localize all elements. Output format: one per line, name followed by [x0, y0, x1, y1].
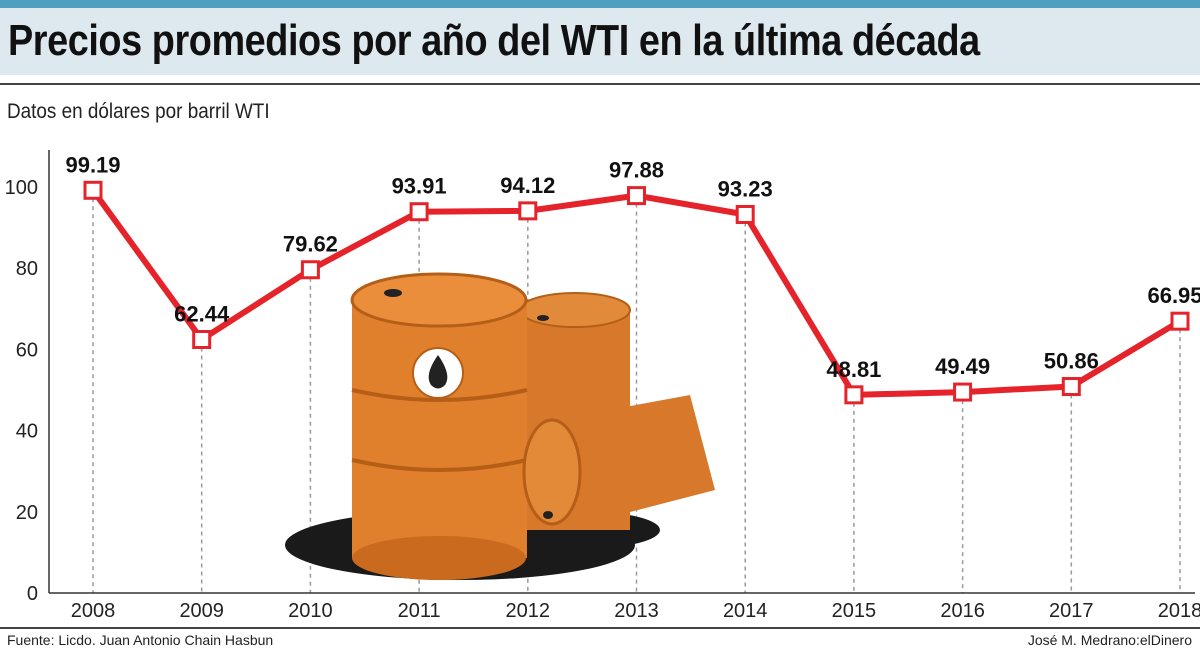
x-tick-label: 2018 — [1158, 600, 1200, 622]
x-tick-label: 2011 — [398, 600, 441, 622]
data-point — [1061, 377, 1081, 397]
y-tick-label: 100 — [5, 177, 38, 199]
data-label: 93.91 — [392, 174, 447, 199]
y-tick-label: 20 — [16, 502, 38, 524]
source-note: Fuente: Licdo. Juan Antonio Chain Hasbun — [7, 632, 274, 648]
data-label: 50.86 — [1044, 349, 1099, 374]
title-divider — [0, 83, 1200, 85]
x-tick-label: 2010 — [288, 600, 333, 622]
x-tick-label: 2015 — [832, 600, 877, 622]
data-label: 79.62 — [283, 232, 338, 257]
data-point — [518, 201, 538, 221]
y-tick-label: 60 — [16, 339, 38, 361]
y-tick-label: 40 — [16, 421, 38, 443]
x-tick-label: 2017 — [1049, 600, 1094, 622]
data-point — [1170, 311, 1190, 331]
data-point — [627, 186, 646, 206]
data-point — [844, 385, 864, 405]
chart-subtitle: Datos en dólares por barril WTI — [7, 100, 270, 123]
top-accent-bar — [0, 0, 1200, 8]
x-tick-label: 2016 — [940, 600, 985, 622]
data-label: 66.95 — [1147, 283, 1200, 308]
data-point — [953, 382, 973, 402]
x-tick-label: 2008 — [71, 600, 116, 622]
footer-divider — [0, 627, 1200, 629]
data-point — [409, 202, 429, 222]
y-tick-label: 80 — [16, 258, 38, 280]
data-label: 93.23 — [718, 176, 773, 201]
x-tick-label: 2014 — [723, 600, 768, 622]
data-label: 97.88 — [609, 158, 664, 183]
x-tick-label: 2013 — [614, 600, 659, 622]
data-point — [83, 180, 103, 200]
y-tick-label: 0 — [27, 583, 38, 605]
title-band — [0, 8, 1200, 75]
x-tick-label: 2012 — [506, 600, 551, 622]
data-point — [192, 329, 212, 349]
data-label: 48.81 — [826, 357, 881, 382]
data-label: 49.49 — [935, 354, 990, 379]
data-label: 94.12 — [500, 173, 555, 198]
data-label: 99.19 — [65, 152, 120, 177]
credit-note: José M. Medrano:elDinero — [1027, 632, 1192, 648]
data-label: 62.44 — [174, 301, 230, 326]
oil-barrels-illustration — [285, 272, 715, 580]
data-point — [735, 204, 755, 224]
data-point — [300, 260, 320, 280]
x-tick-label: 2009 — [179, 600, 224, 622]
chart-title: Precios promedios por año del WTI en la … — [8, 16, 980, 65]
